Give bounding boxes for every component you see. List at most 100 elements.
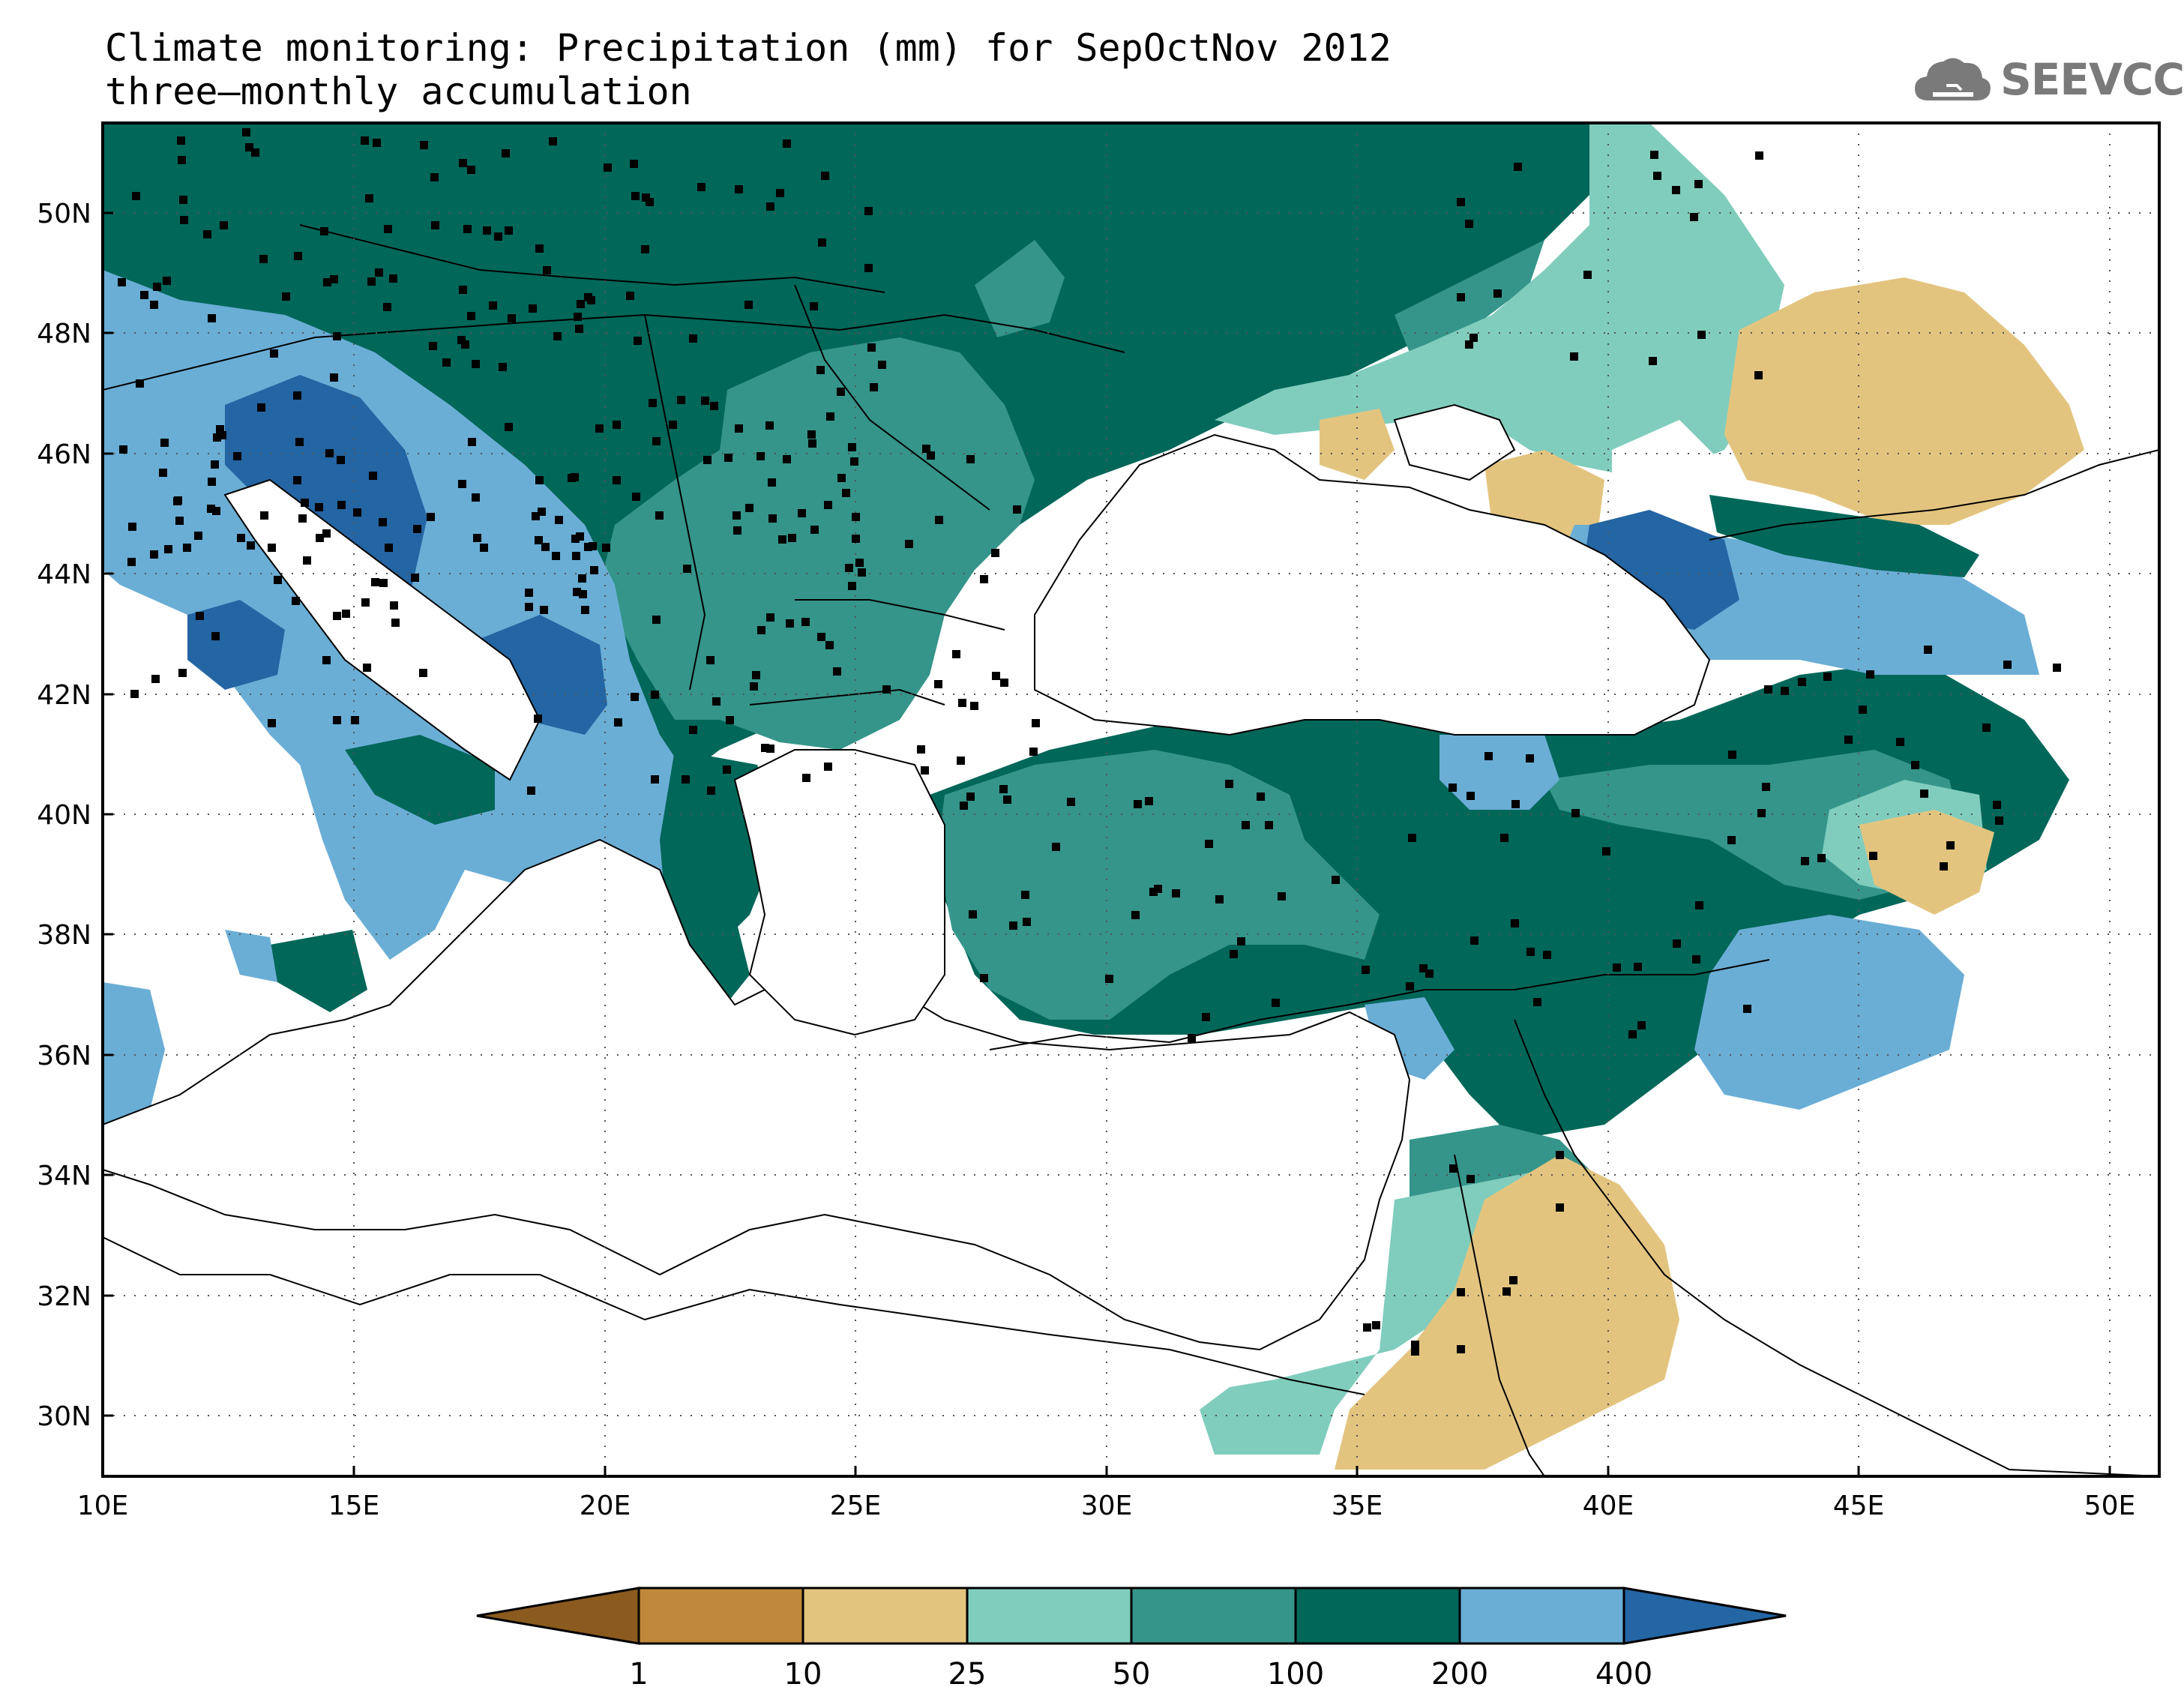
station-marker [301, 499, 309, 507]
station-marker [651, 691, 659, 699]
station-marker [211, 460, 219, 469]
field-25-50-east [1215, 123, 1784, 480]
country-borders [103, 224, 2159, 1476]
field-10-25-crimea [1320, 409, 1395, 480]
station-marker [752, 671, 760, 679]
station-marker [282, 292, 290, 301]
x-tick-label: 50E [2084, 1491, 2136, 1521]
station-marker [361, 136, 369, 145]
colorbar [476, 1587, 1787, 1645]
station-marker [467, 312, 475, 320]
station-marker [735, 185, 743, 193]
station-marker [858, 568, 866, 577]
station-marker [798, 509, 806, 517]
station-marker [1230, 950, 1238, 958]
station-marker [320, 227, 328, 235]
station-marker [373, 139, 381, 147]
station-marker [330, 373, 338, 382]
field-400-plus-italy-west [187, 600, 285, 690]
station-marker [584, 293, 592, 301]
station-marker [1023, 918, 1031, 926]
station-marker [766, 202, 774, 211]
colorbar-bin [1458, 1587, 1625, 1645]
station-marker [429, 342, 437, 350]
station-marker [363, 664, 371, 672]
station-marker [922, 445, 930, 453]
station-marker [160, 439, 169, 447]
station-marker [745, 504, 753, 512]
station-marker [247, 541, 255, 550]
field-400-plus-alps [225, 375, 427, 600]
station-marker [783, 455, 791, 463]
station-marker [333, 612, 341, 620]
station-marker [735, 424, 743, 433]
station-marker [1242, 821, 1250, 829]
station-marker [242, 128, 250, 136]
station-marker [1052, 843, 1060, 851]
station-marker [1896, 738, 1904, 746]
y-tick-label: 30N [37, 1401, 91, 1432]
station-marker [525, 603, 533, 611]
station-marker [136, 379, 144, 388]
station-marker [333, 332, 341, 340]
station-marker [807, 430, 816, 439]
station-marker [642, 193, 650, 202]
station-marker [203, 230, 211, 238]
x-tick-label: 15E [328, 1491, 380, 1521]
station-marker [292, 597, 300, 605]
station-marker [1502, 1287, 1511, 1296]
station-marker [934, 680, 942, 688]
station-marker [1995, 817, 2003, 825]
station-marker [1924, 646, 1932, 654]
station-marker [969, 910, 977, 918]
colorbar-bin [966, 1587, 1133, 1645]
station-marker [527, 787, 535, 795]
station-marker [578, 574, 586, 583]
colorbar-label: 200 [1431, 1657, 1488, 1687]
station-marker [1032, 719, 1040, 727]
station-marker [761, 744, 769, 752]
field-100-200-sicily [270, 930, 367, 1012]
station-marker [1332, 876, 1340, 884]
colorbar-upper-extend [1622, 1587, 1787, 1645]
station-marker [1583, 271, 1592, 279]
station-marker [1514, 163, 1522, 171]
station-marker [613, 421, 621, 429]
field-200-400-tunisia [103, 982, 165, 1125]
station-marker [848, 582, 856, 590]
station-marker [1697, 331, 1706, 339]
station-marker [999, 785, 1008, 793]
colorbar-label: 50 [1113, 1657, 1151, 1687]
station-marker [1067, 798, 1075, 806]
station-marker [540, 606, 548, 614]
station-marker [480, 544, 488, 552]
station-marker [572, 552, 580, 560]
station-marker [652, 616, 661, 624]
station-marker [1105, 975, 1113, 983]
station-marker [270, 349, 278, 358]
station-marker [132, 192, 140, 200]
station-marker [575, 325, 583, 333]
station-marker [1272, 999, 1280, 1007]
station-marker [1650, 151, 1658, 159]
station-marker [816, 366, 825, 374]
station-marker [1637, 1021, 1646, 1029]
station-marker [817, 633, 825, 641]
station-marker [342, 610, 350, 618]
y-tick-label: 38N [37, 920, 91, 951]
station-marker [1465, 220, 1473, 228]
y-tick-label: 50N [37, 199, 91, 229]
station-marker [298, 514, 307, 523]
station-marker [848, 443, 856, 451]
station-marker [1798, 678, 1806, 686]
mediterranean-sea [103, 838, 1411, 1351]
station-marker [766, 613, 774, 622]
logo-text: SEEVCCC [2000, 54, 2184, 105]
station-marker [1649, 357, 1657, 365]
station-marker [237, 534, 245, 542]
station-marker [337, 456, 345, 464]
station-marker [1672, 186, 1680, 194]
station-marker [783, 139, 791, 148]
colorbar-labels: 1 10 25 50 100 200 400 [629, 1657, 1652, 1687]
station-marker [212, 507, 220, 515]
